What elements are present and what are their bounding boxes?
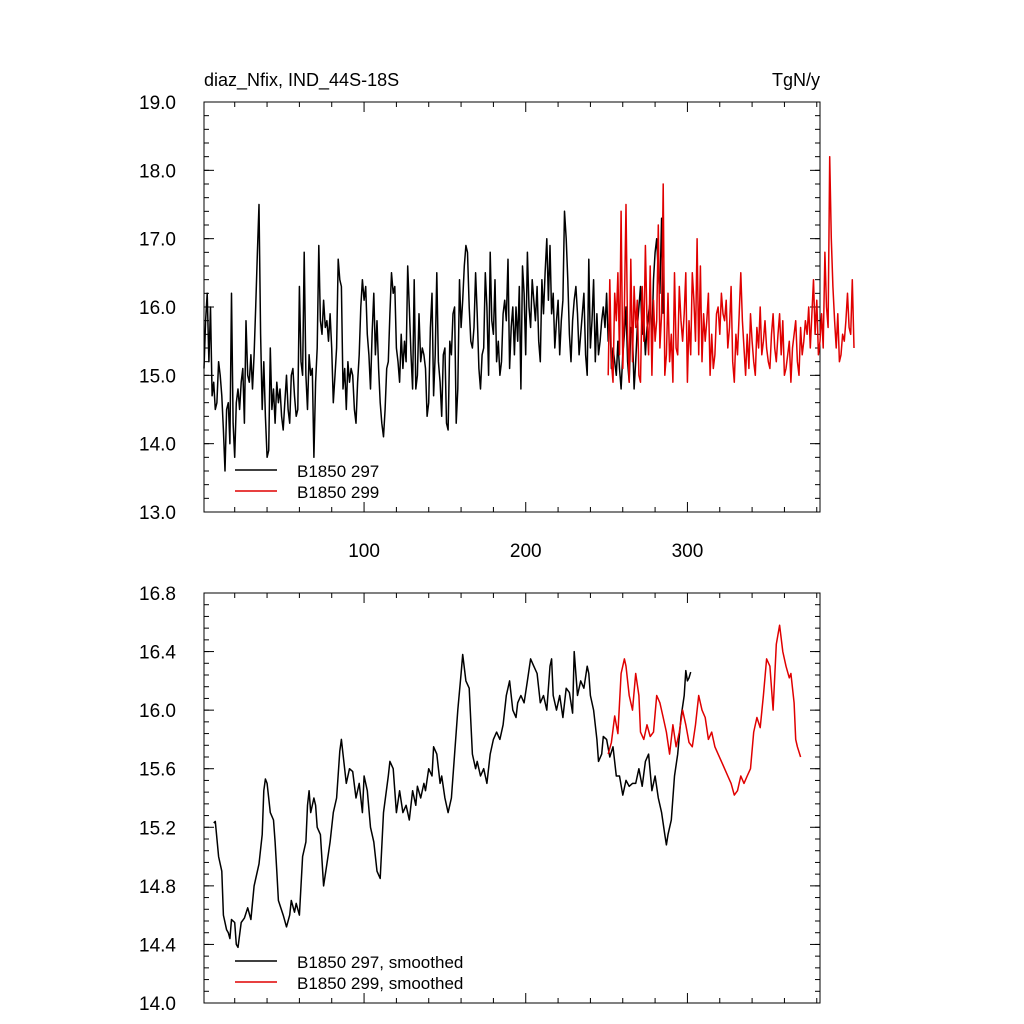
bottom-y-tick-label: 16.0 xyxy=(139,701,176,722)
top-legend-label-297: B1850 297 xyxy=(297,462,379,481)
top-y-tick-label: 13.0 xyxy=(139,503,176,524)
top-series-b1850-297 xyxy=(203,203,664,472)
top-x-tick-label: 300 xyxy=(672,541,704,562)
bottom-y-tick-label: 15.2 xyxy=(139,818,176,839)
bottom-series-b1850-299-smoothed xyxy=(607,624,802,796)
bottom-series-b1850-297-smoothed xyxy=(213,650,692,949)
top-x-tick-label: 200 xyxy=(510,541,542,562)
bottom-legend: B1850 297, smoothed B1850 299, smoothed xyxy=(235,953,463,993)
top-y-tick-label: 16.0 xyxy=(139,298,176,319)
bottom-panel: 14.0 14.4 14.8 15.2 15.6 16.0 16.4 16.8 B1850 2… xyxy=(139,584,821,1015)
top-panel: diaz_Nfix, IND_44S-18S TgN/y 13.0 14.0 15.… xyxy=(139,70,855,562)
top-x-tick-label: 100 xyxy=(348,541,380,562)
top-y-tick-label: 15.0 xyxy=(139,366,176,387)
top-series-b1850-299 xyxy=(607,155,855,383)
top-chart-units: TgN/y xyxy=(772,70,820,90)
top-chart-title: diaz_Nfix, IND_44S-18S xyxy=(204,70,399,91)
bottom-legend-label-297: B1850 297, smoothed xyxy=(297,953,463,972)
top-legend-label-299: B1850 299 xyxy=(297,483,379,502)
top-y-tick-label: 19.0 xyxy=(139,93,176,114)
top-y-tick-label: 14.0 xyxy=(139,435,176,456)
bottom-y-tick-label: 14.4 xyxy=(139,935,176,956)
bottom-plot-frame xyxy=(203,592,821,1004)
bottom-y-tick-label: 14.0 xyxy=(139,994,176,1015)
top-legend: B1850 297 B1850 299 xyxy=(235,462,379,502)
top-plot-area: 13.0 14.0 15.0 16.0 17.0 18.0 19.0 100 200 300 xyxy=(139,93,855,562)
bottom-legend-label-299: B1850 299, smoothed xyxy=(297,974,463,993)
bottom-y-tick-label: 16.4 xyxy=(139,643,176,664)
bottom-y-tick-label: 15.6 xyxy=(139,760,176,781)
bottom-y-tick-label: 14.8 xyxy=(139,877,176,898)
top-y-tick-label: 17.0 xyxy=(139,230,176,251)
bottom-plot-area: 14.0 14.4 14.8 15.2 15.6 16.0 16.4 16.8 xyxy=(139,584,821,1015)
bottom-y-tick-label: 16.8 xyxy=(139,584,176,605)
top-y-tick-label: 18.0 xyxy=(139,161,176,182)
